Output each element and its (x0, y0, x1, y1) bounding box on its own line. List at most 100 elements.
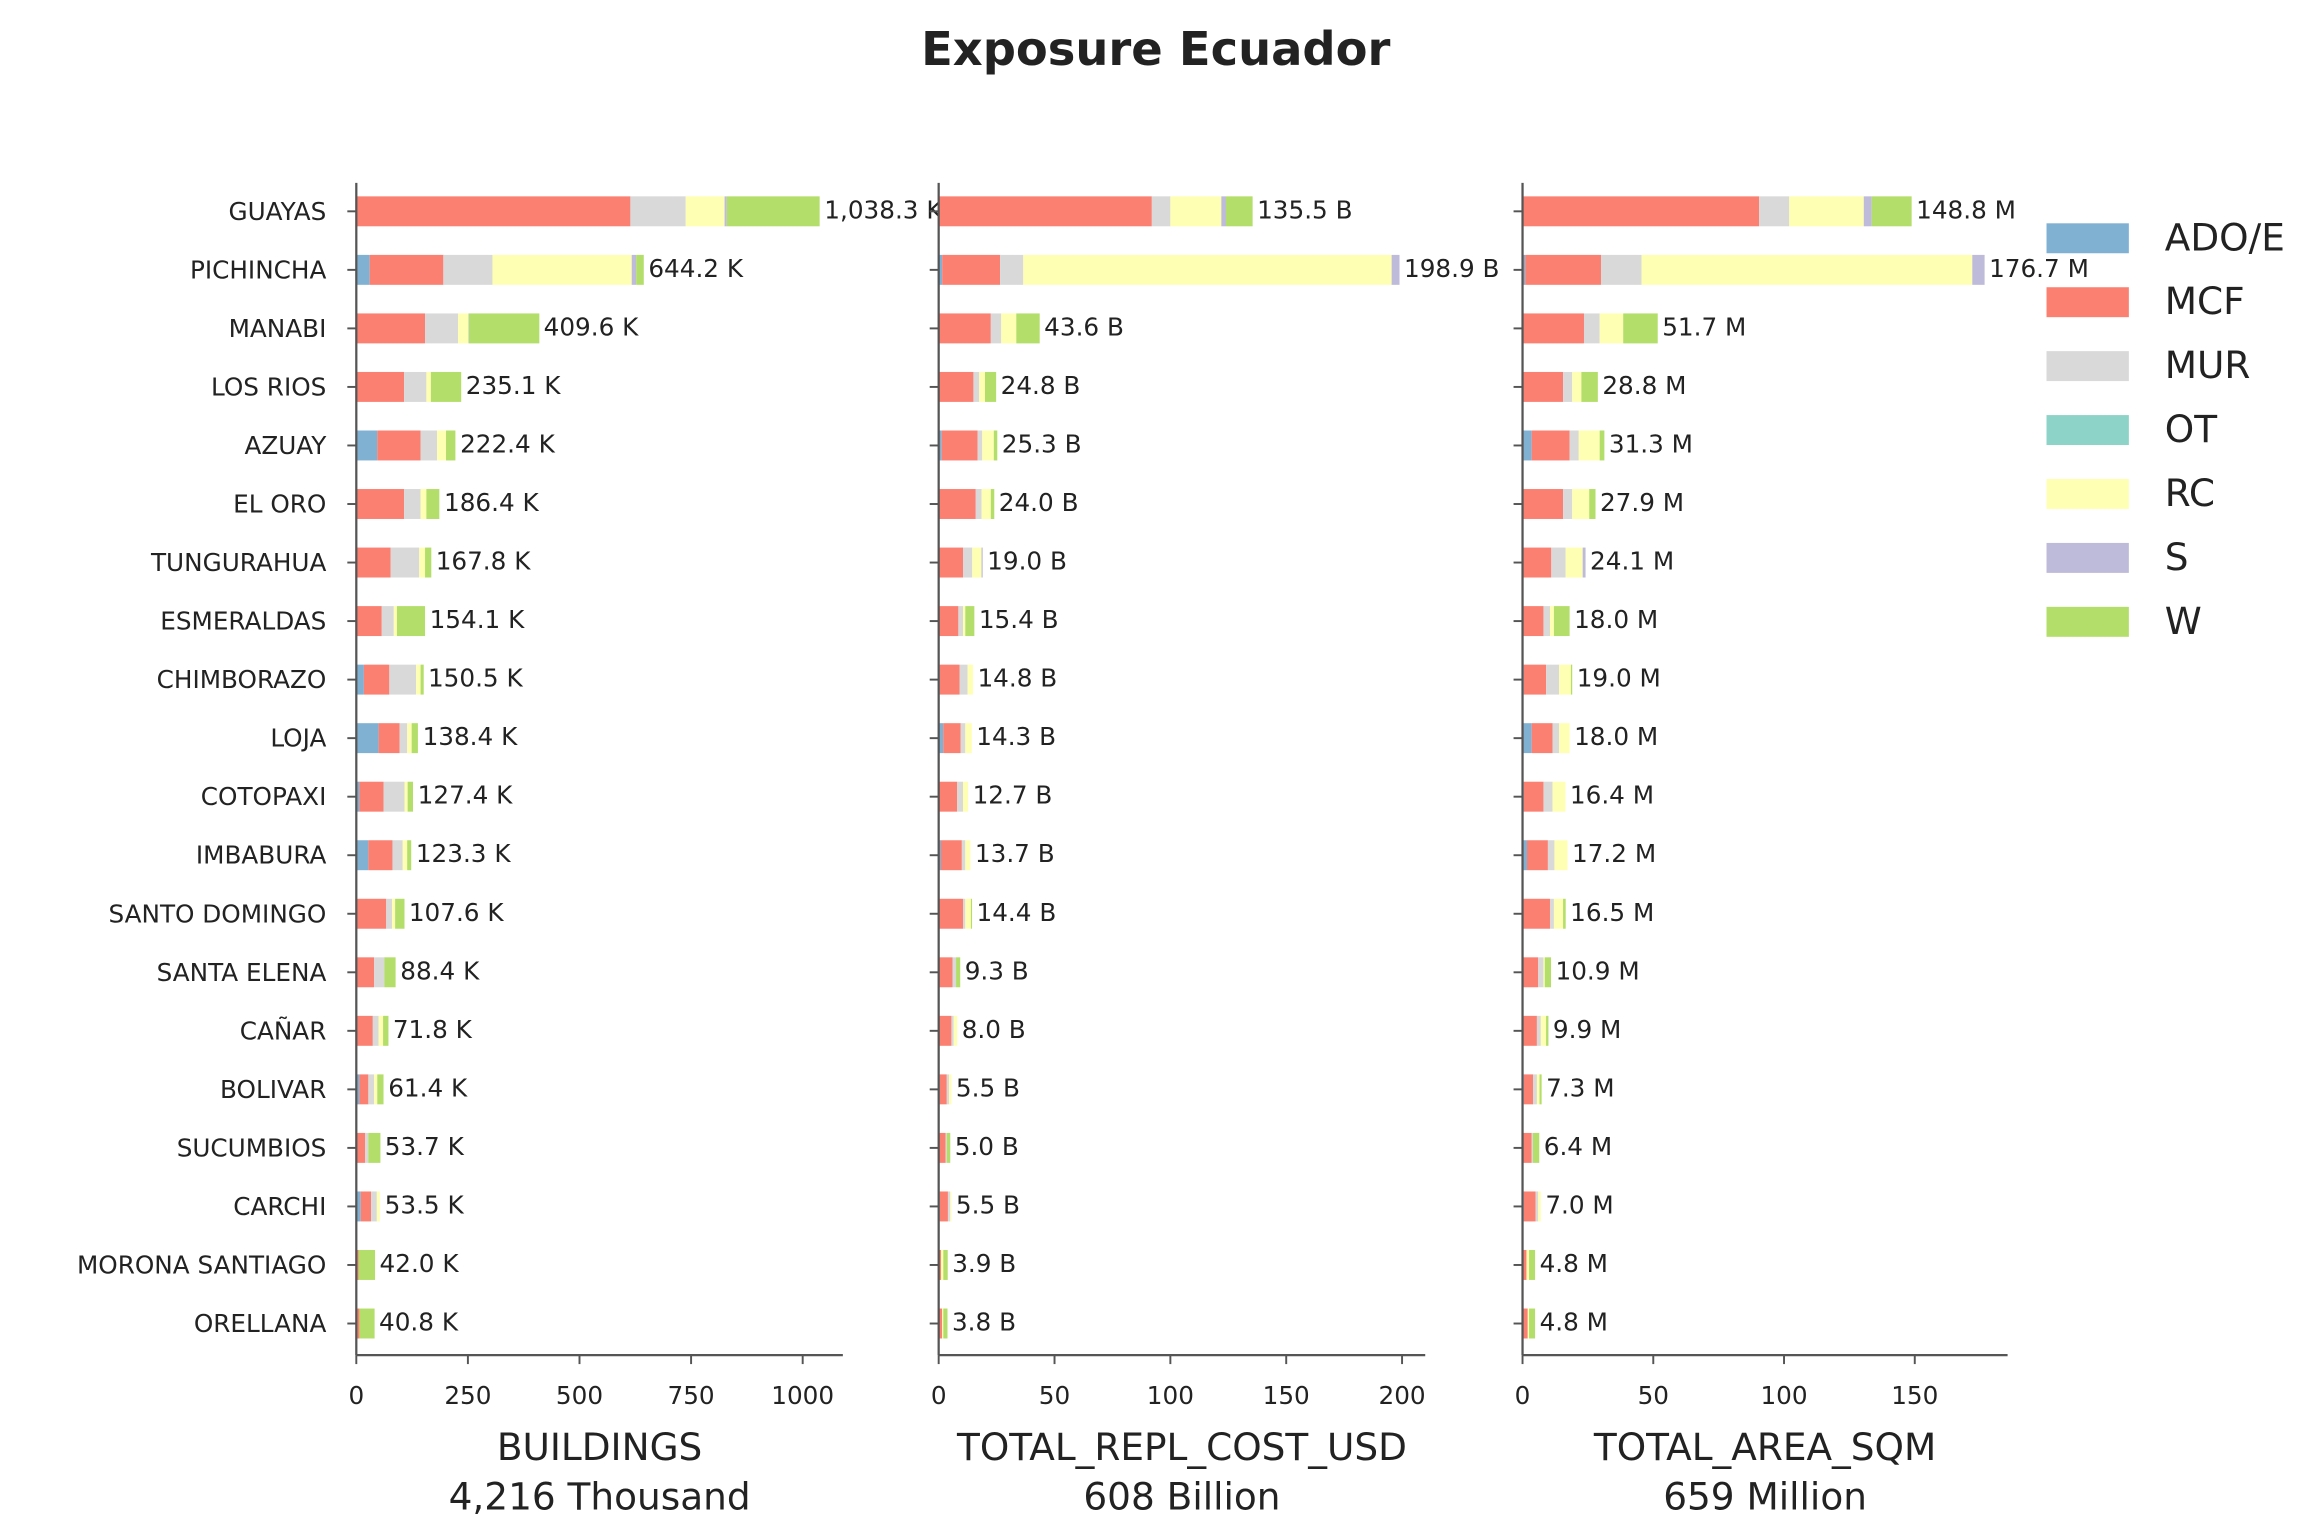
y-tick-label: TUNGURAHUA (150, 548, 326, 577)
value-label: 25.3 B (1002, 429, 1082, 458)
bar-segment (938, 840, 941, 871)
value-label: 7.0 M (1545, 1190, 1613, 1219)
legend-swatch (2046, 606, 2129, 637)
bar-segment (1538, 1191, 1541, 1222)
bar-segment (1170, 196, 1222, 227)
value-label: 4.8 M (1540, 1249, 1608, 1278)
bar-segment (963, 781, 969, 812)
bar-segment (420, 489, 427, 519)
bar-segment (958, 606, 964, 637)
bar-segment (356, 1015, 373, 1046)
bar-segment (426, 489, 440, 519)
bar-segment (945, 1132, 947, 1163)
bar-segment (973, 371, 980, 402)
bar-segment (395, 898, 405, 929)
bar-segment (399, 723, 408, 754)
value-label: 16.4 M (1570, 781, 1654, 810)
bar-segment (951, 1015, 954, 1046)
value-label: 51.7 M (1662, 312, 1746, 341)
bar-segment (990, 489, 995, 519)
value-label: 222.4 K (460, 429, 556, 458)
bar-segment (1526, 840, 1548, 871)
x-tick-label: 1000 (771, 1381, 834, 1410)
bar-segment (985, 371, 997, 402)
bar-segment (1563, 489, 1573, 519)
bar-segment (963, 898, 966, 929)
bar-segment (356, 606, 382, 637)
bar-segment (1871, 196, 1912, 227)
bar-segment (938, 1015, 952, 1046)
value-label: 4.8 M (1540, 1308, 1608, 1337)
bar-segment (1522, 489, 1564, 519)
value-label: 5.0 B (955, 1132, 1019, 1161)
value-label: 6.4 M (1544, 1132, 1612, 1161)
x-tick-label: 0 (348, 1381, 364, 1410)
y-tick-label: PICHINCHA (190, 255, 327, 284)
bar-segment (359, 1074, 369, 1105)
value-label: 14.4 B (977, 898, 1057, 927)
value-label: 24.0 B (999, 488, 1079, 517)
value-label: 28.8 M (1602, 371, 1686, 400)
bar-segment (938, 489, 976, 519)
bar-segment (938, 196, 1152, 227)
bar-segment (1522, 313, 1584, 344)
bar-segment (1569, 430, 1579, 461)
bar-segment (938, 371, 974, 402)
bar-segment (356, 1308, 360, 1339)
bar-segment (1540, 1015, 1547, 1046)
bar-segment (970, 898, 973, 929)
bar-segment (396, 606, 426, 637)
bar-segment (631, 254, 637, 285)
legend-label: RC (2165, 471, 2215, 515)
bar-segment (407, 723, 412, 754)
y-tick-label: AZUAY (244, 431, 327, 460)
x-axis-label: TOTAL_REPL_COST_USD (956, 1425, 1407, 1469)
bar-segment (365, 1132, 369, 1163)
value-label: 186.4 K (444, 488, 540, 517)
bar-segment (1641, 254, 1973, 285)
bar-segment (1589, 489, 1596, 519)
bar-segment (685, 196, 725, 227)
x-axis-sublabel: 659 Million (1663, 1474, 1867, 1518)
bar-segment (1522, 1308, 1528, 1339)
bar-segment (1552, 781, 1566, 812)
bar-segment (961, 840, 966, 871)
bar-segment (942, 1308, 944, 1339)
bar-segment (938, 430, 942, 461)
bar-segment (938, 606, 959, 637)
bar-segment (946, 1132, 951, 1163)
bar-segment (1536, 1015, 1541, 1046)
bar-segment (468, 313, 540, 344)
x-tick-label: 750 (668, 1381, 715, 1410)
bar-segment (1532, 1132, 1540, 1163)
value-label: 235.1 K (466, 371, 562, 400)
y-tick-label: LOJA (270, 724, 326, 753)
bar-segment (368, 1074, 375, 1105)
value-label: 150.5 K (428, 664, 524, 693)
bar-segment (965, 898, 971, 929)
bar-segment (1016, 313, 1040, 344)
bar-segment (938, 547, 964, 578)
x-tick-label: 150 (1263, 1381, 1310, 1410)
x-axis-label: BUILDINGS (497, 1425, 702, 1469)
bar-segment (358, 1250, 376, 1280)
bar-segment (402, 840, 408, 871)
bar-segment (965, 723, 972, 754)
bar-segment (1549, 606, 1554, 637)
bar-segment (446, 430, 456, 461)
x-tick-label: 50 (1638, 1381, 1669, 1410)
bar-segment (1023, 254, 1392, 285)
value-label: 3.8 B (952, 1308, 1016, 1337)
bar-segment (943, 1308, 948, 1339)
bar-segment (359, 781, 384, 812)
bar-segment (949, 1074, 952, 1105)
bar-segment (1526, 1250, 1530, 1280)
bar-segment (1531, 1132, 1533, 1163)
value-label: 107.6 K (409, 898, 505, 927)
bar-segment (356, 254, 370, 285)
value-label: 40.8 K (379, 1308, 459, 1337)
bar-segment (392, 840, 403, 871)
bar-segment (356, 196, 631, 227)
bar-segment (1599, 430, 1605, 461)
bar-segment (389, 664, 417, 695)
